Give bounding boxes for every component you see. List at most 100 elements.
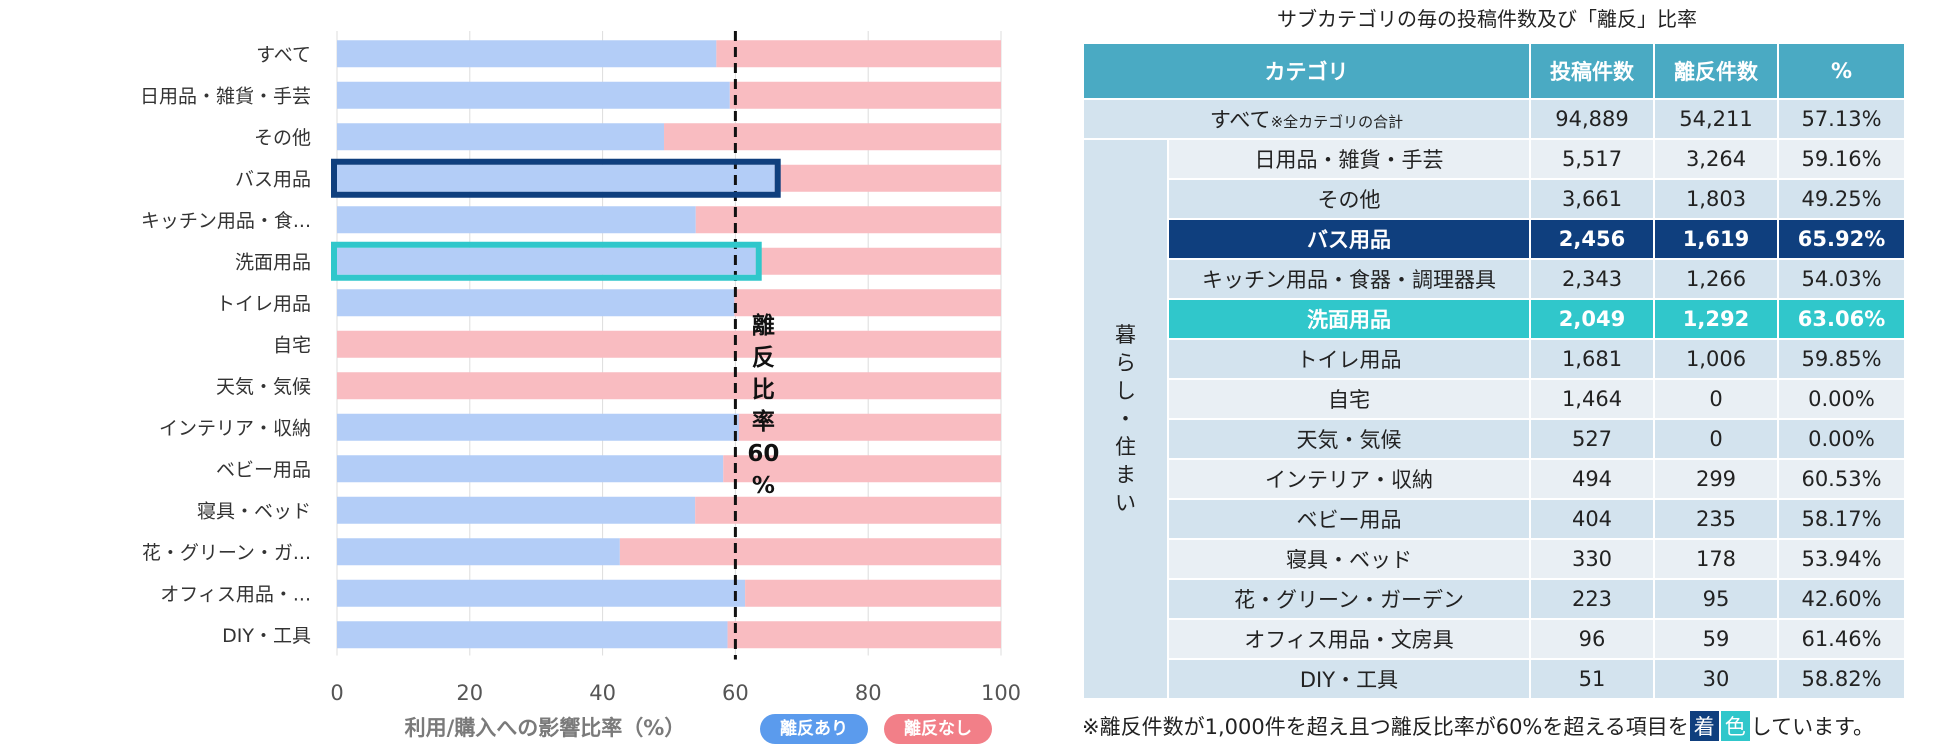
reference-line-label-char: 離 — [752, 312, 775, 339]
cell-posts: 3,661 — [1531, 180, 1653, 218]
x-tick-label: 60 — [722, 681, 749, 705]
cell-churn: 3,264 — [1655, 140, 1777, 178]
reference-line-label-char: 率 — [752, 408, 775, 435]
bar-segment-churn — [337, 247, 756, 275]
bar-segment-no-churn — [337, 330, 1001, 358]
cell-posts: 51 — [1531, 660, 1653, 698]
cell-pct: 0.00% — [1779, 380, 1904, 418]
category-label: DIY・工具 — [222, 625, 311, 647]
chart-bars — [337, 40, 1001, 649]
bar-segment-churn — [337, 538, 620, 566]
x-tick-label: 40 — [589, 681, 616, 705]
all-churn: 54,211 — [1655, 100, 1777, 138]
legend-no-churn: 離反なし — [884, 714, 992, 744]
table-row: その他 3,661 1,803 49.25% — [1084, 180, 1904, 218]
bar-segment-churn — [337, 413, 739, 441]
x-axis-ticks: 0 20 40 60 80 100 — [330, 681, 1021, 705]
bar-segment-churn — [337, 123, 665, 151]
cell-churn: 235 — [1655, 500, 1777, 538]
highlight-box-navy — [331, 158, 781, 198]
reference-line-label-char: 60 — [747, 441, 779, 467]
all-row-label: すべて※全カテゴリの合計 — [1084, 100, 1529, 138]
footnote: ※離反件数が1,000件を超え且つ離反比率が60%を超える項目を着色しています。 — [1082, 711, 1874, 741]
cell-pct: 59.85% — [1779, 340, 1904, 378]
cell-churn: 1,803 — [1655, 180, 1777, 218]
table-row: ベビー用品 404 235 58.17% — [1084, 500, 1904, 538]
x-tick-label: 80 — [855, 681, 882, 705]
table-row: 暮らし・住まい日用品・雑貨・手芸 5,517 3,264 59.16% — [1084, 140, 1904, 698]
table-row: オフィス用品・文房具 96 59 61.46% — [1084, 620, 1904, 658]
category-label: オフィス用品・... — [160, 583, 311, 605]
cell-name: 日用品・雑貨・手芸 — [1169, 140, 1529, 178]
table-row: 花・グリーン・ガーデン 223 95 42.60% — [1084, 580, 1904, 618]
bar-segment-no-churn — [695, 206, 1001, 234]
reference-line-label-char: 比 — [752, 377, 775, 403]
x-axis-label: 利用/購入への影響比率（%） — [405, 716, 686, 740]
cell-posts: 330 — [1531, 540, 1653, 578]
footnote-chip-teal: 色 — [1720, 711, 1750, 741]
cell-pct: 54.03% — [1779, 260, 1904, 298]
x-tick-label: 0 — [330, 681, 343, 705]
cell-churn: 1,266 — [1655, 260, 1777, 298]
category-label: 日用品・雑貨・手芸 — [140, 85, 311, 107]
cell-churn: 299 — [1655, 460, 1777, 498]
table-row: インテリア・収納 494 299 60.53% — [1084, 460, 1904, 498]
cell-pct: 42.60% — [1779, 580, 1904, 618]
category-label: すべて — [256, 44, 311, 66]
group-label-char: ら — [1115, 351, 1136, 375]
all-posts: 94,889 — [1531, 100, 1653, 138]
cell-posts: 2,456 — [1531, 220, 1653, 258]
cell-churn: 178 — [1655, 540, 1777, 578]
bar-segment-no-churn — [774, 164, 1001, 192]
bar-segment-churn — [337, 455, 724, 483]
cell-pct: 65.92% — [1779, 220, 1904, 258]
cell-name: その他 — [1169, 180, 1529, 218]
category-label: キッチン用品・食... — [141, 210, 311, 232]
cell-posts: 494 — [1531, 460, 1653, 498]
group-label-char: ま — [1115, 463, 1136, 487]
bar-segment-churn — [337, 579, 746, 607]
bar-segment-no-churn — [664, 123, 1001, 151]
bar-segment-churn — [337, 81, 730, 109]
highlight-box-teal — [331, 241, 762, 281]
reference-line-label-char: % — [752, 473, 775, 499]
bar-segment-churn — [337, 496, 696, 524]
bar-segment-no-churn — [727, 621, 1001, 649]
bar-segment-churn — [337, 40, 717, 68]
bar-segment-churn — [337, 621, 728, 649]
cell-posts: 2,343 — [1531, 260, 1653, 298]
cell-name: 自宅 — [1169, 380, 1529, 418]
cell-pct: 58.82% — [1779, 660, 1904, 698]
x-tick-label: 20 — [456, 681, 483, 705]
cell-name: 天気・気候 — [1169, 420, 1529, 458]
group-label: 暮らし・住まい — [1084, 140, 1167, 698]
cell-pct: 59.16% — [1779, 140, 1904, 178]
table-row: キッチン用品・食器・調理器具 2,343 1,266 54.03% — [1084, 260, 1904, 298]
bar-segment-no-churn — [729, 81, 1001, 109]
footnote-text: ※離反件数が1,000件を超え且つ離反比率が60%を超える項目を — [1082, 715, 1689, 739]
bar-segment-no-churn — [716, 40, 1001, 68]
bar-segment-no-churn — [695, 496, 1001, 524]
cell-churn: 1,619 — [1655, 220, 1777, 258]
table-row-all: すべて※全カテゴリの合計 94,889 54,211 57.13% — [1084, 100, 1904, 138]
cell-churn: 1,292 — [1655, 300, 1777, 338]
cell-pct: 61.46% — [1779, 620, 1904, 658]
cell-pct: 49.25% — [1779, 180, 1904, 218]
cell-churn: 59 — [1655, 620, 1777, 658]
bar-segment-no-churn — [619, 538, 1001, 566]
group-label-char: し — [1115, 379, 1136, 403]
cell-name: インテリア・収納 — [1169, 460, 1529, 498]
group-label-char: ・ — [1115, 407, 1136, 431]
cell-name: キッチン用品・食器・調理器具 — [1169, 260, 1529, 298]
cell-posts: 2,049 — [1531, 300, 1653, 338]
table-row: トイレ用品 1,681 1,006 59.85% — [1084, 340, 1904, 378]
cell-churn: 0 — [1655, 420, 1777, 458]
bar-segment-no-churn — [734, 289, 1001, 317]
table-row: 天気・気候 527 0 0.00% — [1084, 420, 1904, 458]
x-tick-label: 100 — [981, 681, 1021, 705]
cell-posts: 96 — [1531, 620, 1653, 658]
header-churn: 離反件数 — [1655, 44, 1777, 98]
cell-posts: 5,517 — [1531, 140, 1653, 178]
